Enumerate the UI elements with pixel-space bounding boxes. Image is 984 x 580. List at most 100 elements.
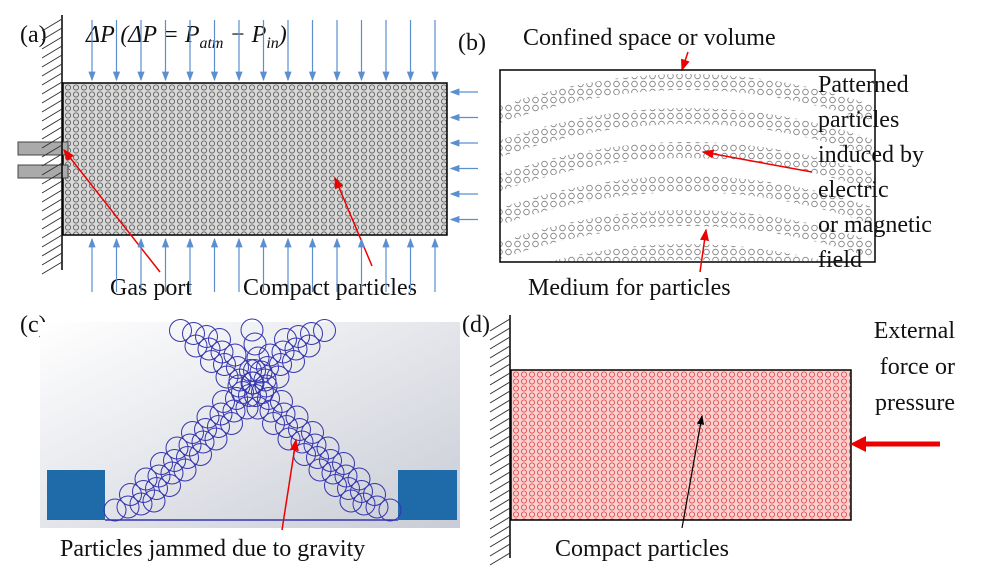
hatch (41, 99, 63, 113)
particle (339, 489, 363, 513)
gas-port (17, 164, 69, 179)
pointer (701, 149, 813, 173)
particle (103, 498, 127, 522)
particle-block (62, 82, 448, 236)
particle (266, 365, 290, 389)
particle (246, 396, 270, 420)
support (47, 470, 105, 520)
support (398, 470, 457, 520)
particle (378, 498, 402, 522)
panel-label: (d) (462, 312, 490, 338)
background (40, 322, 460, 528)
hatch (489, 417, 511, 431)
side-label: particles (818, 107, 899, 133)
particle (275, 415, 298, 438)
particle (249, 360, 273, 384)
particle (200, 350, 223, 373)
hatch (489, 489, 511, 503)
particle (182, 322, 205, 345)
particle (308, 458, 332, 482)
side-label: force or (880, 354, 955, 380)
side-label: pressure (875, 390, 955, 416)
hatch (489, 462, 511, 476)
particle (231, 381, 254, 404)
particle-band (547, 244, 828, 262)
hatch (41, 90, 63, 104)
hatch (41, 126, 63, 140)
particle (235, 396, 259, 420)
particle (337, 477, 360, 500)
particle (243, 332, 267, 356)
particle (160, 461, 184, 485)
particle (158, 474, 181, 497)
hatch (41, 180, 63, 194)
panel-label: (b) (458, 30, 486, 56)
hatch (489, 381, 511, 395)
hatch (489, 471, 511, 485)
hatch (41, 117, 63, 131)
hatch (41, 54, 63, 68)
label: Compact particles (555, 536, 729, 562)
particle (116, 495, 140, 519)
particle (173, 458, 197, 482)
bands (500, 74, 875, 262)
side-label: or magnetic (818, 212, 932, 238)
hatch (41, 207, 63, 221)
hatch (489, 390, 511, 404)
hatch (41, 27, 63, 41)
particle (207, 415, 230, 438)
particle (321, 461, 345, 485)
hatch (489, 498, 511, 512)
hatch (41, 261, 63, 275)
hatch (489, 363, 511, 377)
hatch (489, 444, 511, 458)
hatch (489, 543, 511, 557)
hatch (41, 216, 63, 230)
hatch (489, 426, 511, 440)
particle (282, 350, 305, 373)
walls (41, 15, 511, 566)
hatch (489, 336, 511, 350)
hatch (489, 318, 511, 332)
particle (352, 492, 376, 516)
particle (277, 427, 301, 451)
container (499, 69, 876, 263)
side-label: electric (818, 177, 889, 203)
hatch (41, 198, 63, 212)
side-label: field (818, 247, 862, 273)
hatch (41, 63, 63, 77)
hatch (41, 72, 63, 86)
pointer (699, 228, 709, 273)
particle (220, 412, 243, 435)
hatch (41, 81, 63, 95)
particle (306, 446, 329, 469)
hatch (489, 507, 511, 521)
hatch (41, 108, 63, 122)
particle (169, 319, 192, 342)
pointer (681, 51, 690, 72)
hatch (41, 18, 63, 32)
hatch (489, 525, 511, 539)
label: Compact particles (243, 275, 417, 301)
hatch (41, 189, 63, 203)
hatch (41, 36, 63, 50)
hatch (41, 252, 63, 266)
formula-sub: in (266, 35, 278, 52)
hatch (41, 162, 63, 176)
particle-block (510, 369, 852, 521)
particle (313, 319, 336, 342)
formula-part: − P (223, 22, 266, 48)
hatch (489, 480, 511, 494)
hatch (41, 225, 63, 239)
pointer (281, 438, 299, 531)
side-label: Patterned (818, 72, 909, 98)
hatch (489, 552, 511, 566)
label: Gas port (110, 275, 192, 301)
particle-band (500, 142, 875, 192)
hatch (41, 153, 63, 167)
hatch (41, 45, 63, 59)
hatch (41, 243, 63, 257)
hatch (489, 354, 511, 368)
particle (228, 368, 252, 392)
